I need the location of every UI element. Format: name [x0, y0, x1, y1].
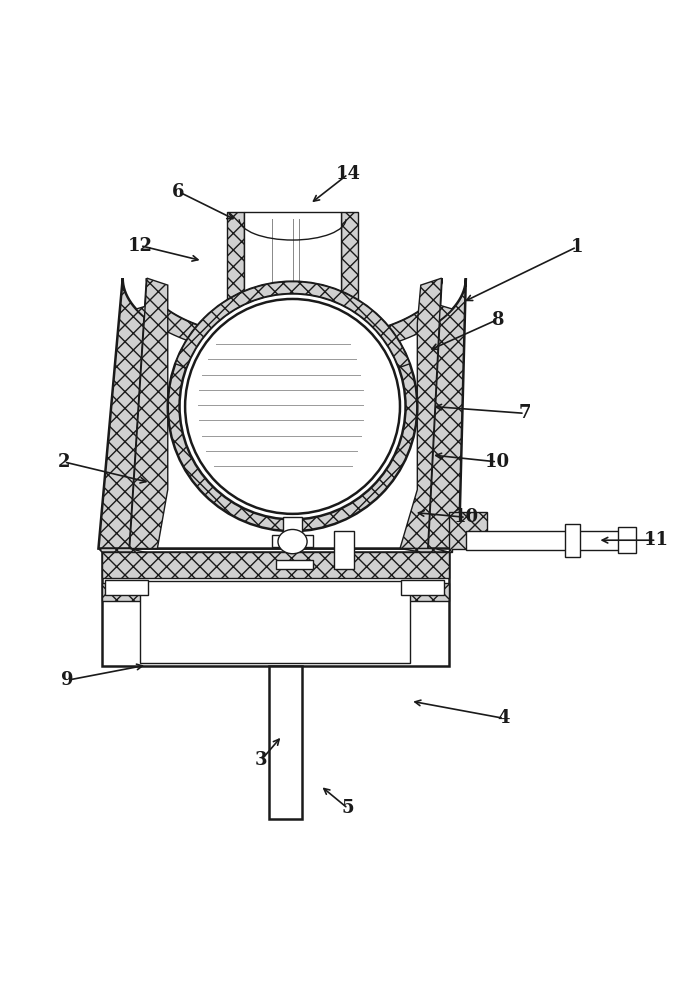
Bar: [227, 212, 244, 316]
Text: 14: 14: [335, 165, 361, 183]
Polygon shape: [136, 302, 452, 358]
Text: 8: 8: [491, 311, 503, 329]
Polygon shape: [98, 549, 157, 555]
Bar: [341, 212, 358, 316]
Text: 9: 9: [61, 671, 74, 689]
Polygon shape: [98, 278, 466, 549]
Bar: [140, 581, 411, 663]
Text: 3: 3: [255, 751, 267, 769]
Bar: [276, 560, 313, 569]
Bar: [102, 583, 448, 601]
Circle shape: [180, 293, 406, 519]
Bar: [269, 666, 302, 819]
Polygon shape: [129, 278, 168, 549]
Bar: [102, 552, 448, 666]
Polygon shape: [400, 549, 448, 552]
Text: 10: 10: [484, 453, 509, 471]
Polygon shape: [129, 278, 441, 549]
Bar: [618, 527, 635, 553]
Bar: [334, 531, 354, 569]
Bar: [283, 517, 302, 545]
Polygon shape: [175, 282, 410, 368]
Text: 1: 1: [571, 238, 583, 256]
Bar: [402, 580, 444, 595]
Text: 4: 4: [498, 709, 510, 727]
Polygon shape: [448, 512, 487, 552]
Text: 12: 12: [127, 237, 152, 255]
Circle shape: [168, 282, 418, 531]
Bar: [466, 531, 625, 550]
Bar: [272, 535, 313, 547]
Text: 2: 2: [58, 453, 70, 471]
Circle shape: [185, 299, 400, 514]
Text: 10: 10: [453, 508, 478, 526]
Polygon shape: [400, 278, 441, 549]
Bar: [105, 580, 148, 595]
Bar: [244, 212, 341, 316]
Bar: [102, 552, 448, 578]
Text: 6: 6: [172, 183, 184, 201]
Bar: [564, 524, 580, 557]
Text: 5: 5: [342, 799, 354, 817]
Text: 7: 7: [519, 404, 531, 422]
Text: 11: 11: [644, 531, 669, 549]
Ellipse shape: [278, 529, 307, 554]
